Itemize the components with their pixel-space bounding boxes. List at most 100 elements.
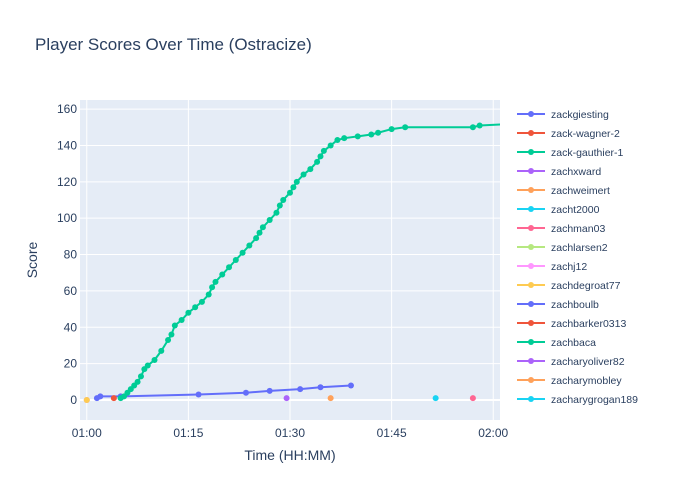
data-point-zachweimert[interactable] xyxy=(327,395,334,402)
legend-item-zachlarsen2[interactable]: zachlarsen2 xyxy=(517,242,608,254)
data-point-zack-gauthier-1[interactable] xyxy=(253,235,260,242)
data-point-zack-gauthier-1[interactable] xyxy=(178,317,185,323)
data-point-zachdegroat77[interactable] xyxy=(83,397,90,403)
data-point-zack-gauthier-1[interactable] xyxy=(287,189,293,196)
legend-swatch-marker xyxy=(528,282,534,288)
legend-label: zackgiesting xyxy=(551,109,609,121)
data-point-zack-gauthier-1[interactable] xyxy=(212,278,219,285)
legend-label: zack-wagner-2 xyxy=(551,128,620,140)
data-point-zack-gauthier-1[interactable] xyxy=(517,121,523,127)
legend-item-zachweimert[interactable]: zachweimert xyxy=(517,185,610,197)
data-point-zack-gauthier-1[interactable] xyxy=(144,362,151,369)
legend-label: zacharygrogan189 xyxy=(551,394,638,406)
legend-swatch-marker xyxy=(528,206,534,212)
data-point-zack-gauthier-1[interactable] xyxy=(524,119,530,125)
data-point-zack-gauthier-1[interactable] xyxy=(165,337,172,343)
data-point-zack-gauthier-1[interactable] xyxy=(402,124,409,131)
data-point-zack-gauthier-1[interactable] xyxy=(469,124,476,131)
data-point-zachman03[interactable] xyxy=(469,395,476,402)
legend-item-zacht2000[interactable]: zacht2000 xyxy=(517,204,600,216)
data-point-zackgiesting[interactable] xyxy=(195,391,202,398)
data-point-zack-gauthier-1[interactable] xyxy=(219,271,226,278)
legend-swatch-marker xyxy=(528,396,534,402)
legend-item-zachman03[interactable]: zachman03 xyxy=(517,223,605,235)
legend-item-zacharyoliver82[interactable]: zacharyoliver82 xyxy=(517,356,625,368)
data-point-zack-gauthier-1[interactable] xyxy=(246,242,253,249)
legend-item-zacharyferraro[interactable]: zacharyferraro xyxy=(517,413,619,425)
legend-item-zack-gauthier-1[interactable]: zack-gauthier-1 xyxy=(517,147,624,159)
legend-label: zachboulb xyxy=(551,299,599,311)
x-tick-label: 01:00 xyxy=(72,426,102,440)
y-tick-label: 20 xyxy=(64,357,78,371)
data-point-zack-gauthier-1[interactable] xyxy=(185,309,192,316)
legend[interactable]: zackgiesting zack-wagner-2 zack-gauthier-1… xyxy=(517,109,638,425)
data-point-zack-gauthier-1[interactable] xyxy=(239,249,246,256)
data-point-zackgiesting[interactable] xyxy=(242,389,249,396)
legend-item-zachdegroat77[interactable]: zachdegroat77 xyxy=(517,280,621,292)
data-point-zack-gauthier-1[interactable] xyxy=(168,331,175,338)
data-point-zack-gauthier-1[interactable] xyxy=(280,197,287,203)
data-point-zack-gauthier-1[interactable] xyxy=(205,291,212,298)
data-point-zack-gauthier-1[interactable] xyxy=(192,304,199,311)
x-tick-label: 01:45 xyxy=(377,426,407,440)
data-point-zackgiesting[interactable] xyxy=(347,382,354,389)
legend-label: zachlarsen2 xyxy=(551,242,608,254)
data-point-zack-gauthier-1[interactable] xyxy=(198,298,205,305)
legend-item-zacharygrogan189[interactable]: zacharygrogan189 xyxy=(517,394,638,406)
legend-label: zacharyferraro xyxy=(551,413,619,425)
data-point-zackgiesting[interactable] xyxy=(297,386,304,393)
data-point-zack-gauthier-1[interactable] xyxy=(134,378,141,385)
data-point-zack-gauthier-1[interactable] xyxy=(256,229,263,236)
legend-item-zachbaca[interactable]: zachbaca xyxy=(517,337,596,349)
data-point-zack-gauthier-1[interactable] xyxy=(327,142,334,149)
legend-item-zachbarker0313[interactable]: zachbarker0313 xyxy=(517,318,626,330)
data-point-zachxward[interactable] xyxy=(283,395,290,402)
data-point-zack-gauthier-1[interactable] xyxy=(266,217,273,223)
data-point-zack-gauthier-1[interactable] xyxy=(317,153,324,160)
data-point-zack-gauthier-1[interactable] xyxy=(375,129,382,136)
legend-item-zacharymobley[interactable]: zacharymobley xyxy=(517,375,622,387)
data-point-zack-gauthier-1[interactable] xyxy=(137,373,144,380)
data-point-zack-gauthier-1[interactable] xyxy=(388,126,395,133)
data-point-zack-gauthier-1[interactable] xyxy=(171,322,178,329)
legend-swatch-marker xyxy=(528,187,534,193)
data-point-zack-gauthier-1[interactable] xyxy=(226,264,233,271)
data-point-zack-gauthier-1[interactable] xyxy=(531,117,537,123)
data-point-zack-gauthier-1[interactable] xyxy=(158,347,165,354)
data-point-zack-gauthier-1[interactable] xyxy=(334,137,341,143)
legend-item-zachxward[interactable]: zachxward xyxy=(517,166,601,178)
data-point-zack-gauthier-1[interactable] xyxy=(354,133,361,140)
legend-item-zachboulb[interactable]: zachboulb xyxy=(517,299,599,311)
legend-item-zachj12[interactable]: zachj12 xyxy=(517,261,587,273)
x-tick-label: 02:00 xyxy=(478,426,508,440)
data-point-zack-gauthier-1[interactable] xyxy=(307,166,314,173)
legend-item-zackgiesting[interactable]: zackgiesting xyxy=(517,109,609,121)
data-point-zacht2000[interactable] xyxy=(432,395,439,402)
data-point-zack-gauthier-1[interactable] xyxy=(290,184,297,191)
data-point-zack-gauthier-1[interactable] xyxy=(341,135,348,142)
data-point-zackgiesting[interactable] xyxy=(317,384,324,391)
legend-swatch-marker xyxy=(528,225,534,231)
data-point-zack-gauthier-1[interactable] xyxy=(209,284,216,291)
legend-swatch-marker xyxy=(528,301,534,307)
data-point-zack-gauthier-1[interactable] xyxy=(368,131,375,138)
data-point-zack-gauthier-1[interactable] xyxy=(314,158,321,165)
data-point-zackgiesting[interactable] xyxy=(266,387,273,394)
chart-title: Player Scores Over Time (Ostracize) xyxy=(35,35,312,54)
data-point-zack-gauthier-1[interactable] xyxy=(300,171,307,178)
data-point-zack-gauthier-1[interactable] xyxy=(293,178,300,185)
y-tick-label: 40 xyxy=(64,320,78,334)
legend-item-zack-wagner-2[interactable]: zack-wagner-2 xyxy=(517,128,620,140)
data-point-zack-wagner-2[interactable] xyxy=(110,395,117,402)
y-axis-title: Score xyxy=(24,242,40,279)
data-point-zack-gauthier-1[interactable] xyxy=(476,122,483,129)
data-point-zack-gauthier-1[interactable] xyxy=(320,147,327,154)
data-point-zack-gauthier-1[interactable] xyxy=(259,224,266,231)
legend-swatch-marker xyxy=(528,244,534,250)
data-point-zack-gauthier-1[interactable] xyxy=(276,202,283,209)
data-point-zack-gauthier-1[interactable] xyxy=(232,257,239,263)
data-point-zack-gauthier-1[interactable] xyxy=(273,209,280,216)
data-point-zack-gauthier-1[interactable] xyxy=(151,357,158,363)
legend-swatch-marker xyxy=(528,111,534,117)
data-point-zackgiesting[interactable] xyxy=(97,393,104,400)
